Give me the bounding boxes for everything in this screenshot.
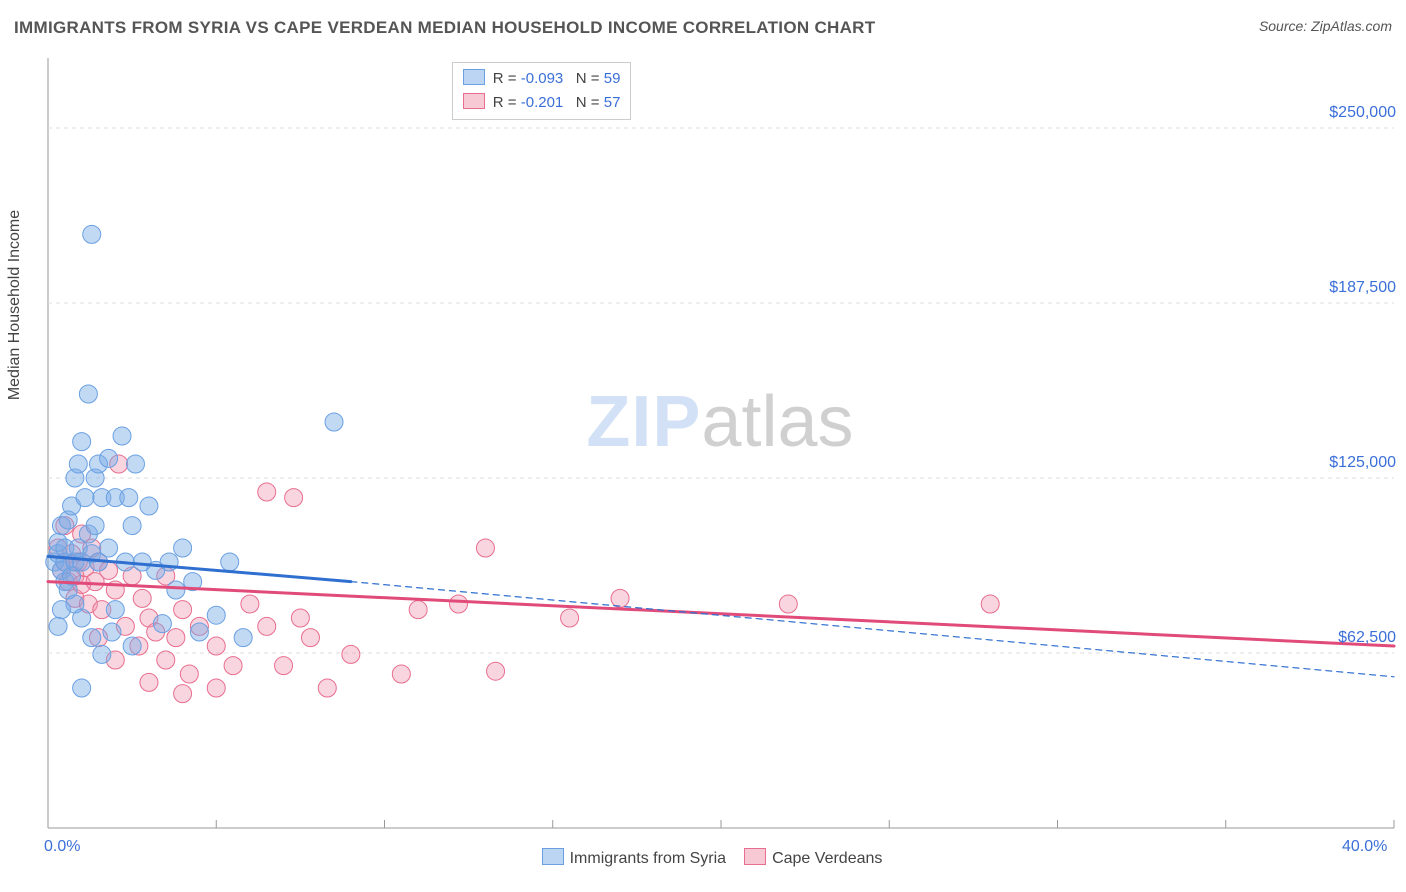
legend-label: Immigrants from Syria [570,850,726,867]
y-tick-label: $250,000 [1329,104,1396,122]
stats-legend-row: R = -0.093 N = 59 [463,67,621,91]
stats-legend-row: R = -0.201 N = 57 [463,91,621,115]
y-tick-label: $187,500 [1329,279,1396,297]
y-tick-label: $125,000 [1329,454,1396,472]
legend-swatch [542,848,564,865]
legend-swatch [744,848,766,865]
x-tick-label: 40.0% [1342,838,1387,856]
y-tick-label: $62,500 [1338,629,1396,647]
stats-legend: R = -0.093 N = 59R = -0.201 N = 57 [452,62,632,120]
x-tick-label: 0.0% [44,838,80,856]
series-legend: Immigrants from Syria Cape Verdeans [0,848,1406,868]
correlation-chart [0,0,1406,840]
legend-label: Cape Verdeans [772,850,882,867]
